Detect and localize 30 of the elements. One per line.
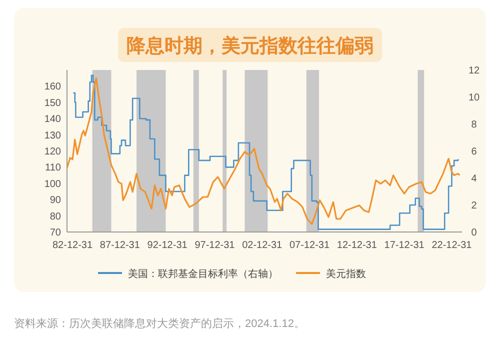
y-tick-label: 120 (44, 146, 62, 158)
y-tick-label: 100 (44, 178, 62, 190)
x-tick-label: 17-12-31 (384, 240, 425, 251)
y-tick-label: 160 (44, 82, 62, 93)
x-tick-label: 82-12-31 (52, 240, 93, 251)
x-tick-label: 22-12-31 (432, 240, 472, 251)
y2-tick-label: 10 (468, 92, 480, 104)
y-tick-label: 110 (45, 162, 62, 174)
x-tick-label: 87-12-31 (100, 240, 140, 251)
y2-tick-label: 6 (471, 146, 478, 158)
y-tick-label: 70 (50, 228, 62, 238)
legend-label: 美国：联邦基金目标利率（右轴） (128, 268, 278, 280)
y2-tick-label: 4 (471, 174, 478, 184)
y-tick-label: 90 (50, 195, 62, 206)
x-tick-label: 97-12-31 (194, 240, 236, 251)
y2-tick-label: 8 (471, 120, 478, 130)
y2-tick-label: 0 (471, 228, 478, 238)
legend-label: 美元指数 (326, 268, 366, 280)
x-tick-label: 07-12-31 (290, 240, 330, 251)
x-tick-label: 02-12-31 (242, 240, 283, 251)
y-tick-label: 130 (44, 130, 62, 142)
y-tick-label: 140 (44, 114, 62, 126)
y2-tick-label: 12 (468, 66, 480, 76)
x-tick-label: 12-12-31 (336, 240, 378, 251)
text: 资料来源：历次美联储降息对大类资产的启示，2024.1.12。 (14, 317, 305, 330)
y-tick-label: 80 (50, 211, 62, 222)
x-tick-label: 92-12-31 (147, 240, 188, 251)
chart-title: 降息时期，美元指数往往偏弱 (126, 35, 374, 57)
y2-tick-label: 2 (471, 200, 478, 212)
y-tick-label: 150 (44, 98, 62, 109)
